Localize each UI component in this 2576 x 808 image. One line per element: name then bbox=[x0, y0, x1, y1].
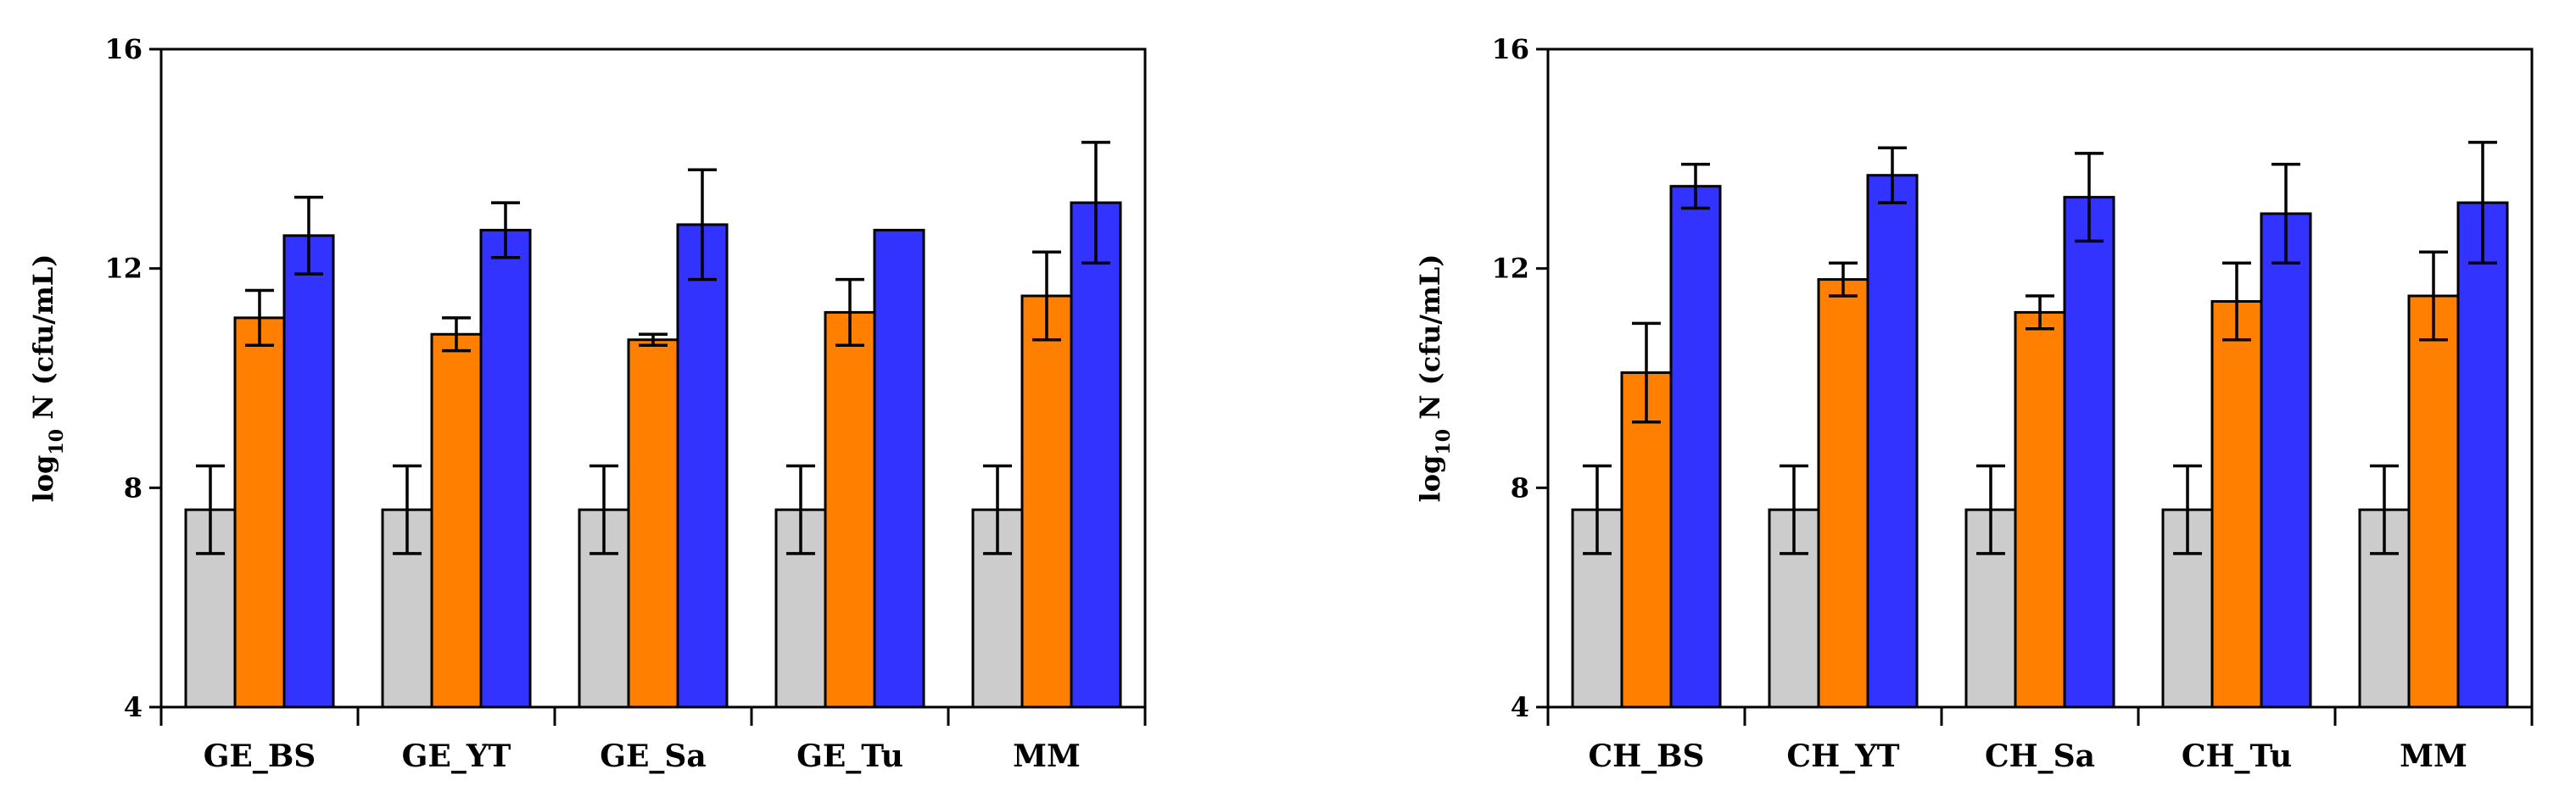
error-bar-ch_sa-series-3 bbox=[2075, 152, 2104, 243]
error-bar-mm-series-1 bbox=[983, 464, 1012, 555]
bar-ge_tu-series-2 bbox=[824, 310, 876, 709]
bar-ch_yt-series-3 bbox=[1866, 174, 1919, 709]
error-bar-ge_bs-series-1 bbox=[196, 464, 225, 555]
error-bar-ge_sa-series-3 bbox=[688, 168, 717, 281]
plot-frame bbox=[159, 47, 1147, 709]
y-tick-label: 8 bbox=[1511, 471, 1529, 504]
bar-mm-series-2 bbox=[2407, 294, 2460, 709]
error-bar-ch_bs-series-1 bbox=[1583, 464, 1612, 555]
y-tick-label: 4 bbox=[1511, 691, 1529, 723]
bar-mm-series-3 bbox=[1070, 201, 1122, 709]
chart-right: 4 8 12 16 CH_BS CH_YT CH_Sa CH_Tu MM log10 N (cfu… bbox=[1414, 33, 2534, 774]
bar-ge_yt-series-2 bbox=[430, 332, 483, 709]
bar-ge_tu-series-3 bbox=[873, 228, 925, 709]
bar-mm-series-2 bbox=[1020, 294, 1073, 709]
y-tick-label: 12 bbox=[1491, 253, 1529, 285]
error-bar-mm-series-2 bbox=[2419, 250, 2448, 342]
bar-ge_bs-series-2 bbox=[233, 316, 286, 709]
y-tick-label: 16 bbox=[1491, 33, 1529, 65]
error-bar-ge_yt-series-2 bbox=[442, 316, 471, 353]
bar-mm-series-3 bbox=[2456, 201, 2509, 709]
y-tick-label: 8 bbox=[124, 471, 142, 504]
error-bar-ch_tu-series-2 bbox=[2222, 261, 2251, 342]
y-tick-label: 16 bbox=[104, 33, 142, 65]
error-bar-ge_yt-series-1 bbox=[393, 464, 422, 555]
y-tick-label: 4 bbox=[124, 691, 142, 723]
error-bar-mm-series-3 bbox=[1081, 141, 1110, 265]
error-bar-ge_yt-series-3 bbox=[491, 201, 520, 259]
chart-left: 4 8 12 16 GE_BS GE_YT GE_Sa GE_Tu MM log10 N (cfu… bbox=[27, 33, 1147, 774]
bar-ch_sa-series-3 bbox=[2063, 196, 2115, 709]
error-bar-ge_tu-series-1 bbox=[786, 464, 815, 555]
bar-ge_yt-series-3 bbox=[479, 228, 532, 709]
error-bar-ge_sa-series-2 bbox=[639, 332, 668, 347]
error-bar-ge_tu-series-2 bbox=[835, 277, 864, 347]
error-bar-ge_bs-series-3 bbox=[294, 195, 323, 276]
error-bar-ch_tu-series-1 bbox=[2173, 464, 2202, 555]
error-bar-ch_yt-series-2 bbox=[1829, 261, 1858, 298]
bar-ch_sa-series-2 bbox=[2014, 310, 2066, 709]
x-category-label: MM bbox=[1013, 738, 1081, 774]
error-bar-ch_yt-series-3 bbox=[1878, 146, 1907, 204]
x-category-label: GE_BS bbox=[204, 738, 316, 774]
bar-ch_tu-series-3 bbox=[2260, 212, 2312, 709]
x-category-label: GE_Sa bbox=[600, 738, 707, 774]
x-category-label: MM bbox=[2400, 738, 2467, 774]
error-bar-mm-series-2 bbox=[1032, 250, 1061, 342]
error-bar-ch_tu-series-3 bbox=[2271, 163, 2300, 265]
bar-ge_bs-series-3 bbox=[282, 234, 335, 709]
x-category-label: CH_Sa bbox=[1985, 738, 2095, 774]
x-category-label: CH_YT bbox=[1786, 738, 1899, 774]
bar-ch_tu-series-2 bbox=[2210, 299, 2263, 709]
y-axis-title: log10 N (cfu/mL) bbox=[1414, 254, 1455, 503]
bar-ge_sa-series-2 bbox=[627, 338, 679, 709]
bar-ch_yt-series-2 bbox=[1817, 278, 1869, 709]
error-bar-mm-series-3 bbox=[2468, 141, 2497, 265]
x-category-label: GE_YT bbox=[402, 738, 511, 774]
x-category-label: CH_Tu bbox=[2182, 738, 2292, 774]
y-axis-title: log10 N (cfu/mL) bbox=[27, 254, 68, 503]
bar-ch_bs-series-3 bbox=[1669, 185, 1722, 709]
error-bar-ch_bs-series-3 bbox=[1681, 163, 1710, 210]
x-category-label: GE_Tu bbox=[796, 738, 903, 774]
error-bar-ge_bs-series-2 bbox=[245, 288, 274, 347]
error-bar-ch_yt-series-1 bbox=[1780, 464, 1808, 555]
error-bar-ch_sa-series-1 bbox=[1976, 464, 2005, 555]
y-tick-label: 12 bbox=[104, 253, 142, 285]
x-category-label: CH_BS bbox=[1588, 738, 1704, 774]
error-bar-ch_sa-series-2 bbox=[2026, 294, 2054, 331]
error-bar-ge_sa-series-1 bbox=[590, 464, 618, 555]
error-bar-ch_bs-series-2 bbox=[1632, 321, 1661, 424]
error-bar-mm-series-1 bbox=[2370, 464, 2399, 555]
plot-frame bbox=[1546, 47, 2534, 709]
bar-ch_bs-series-2 bbox=[1620, 371, 1673, 709]
bar-ge_sa-series-3 bbox=[676, 223, 729, 709]
